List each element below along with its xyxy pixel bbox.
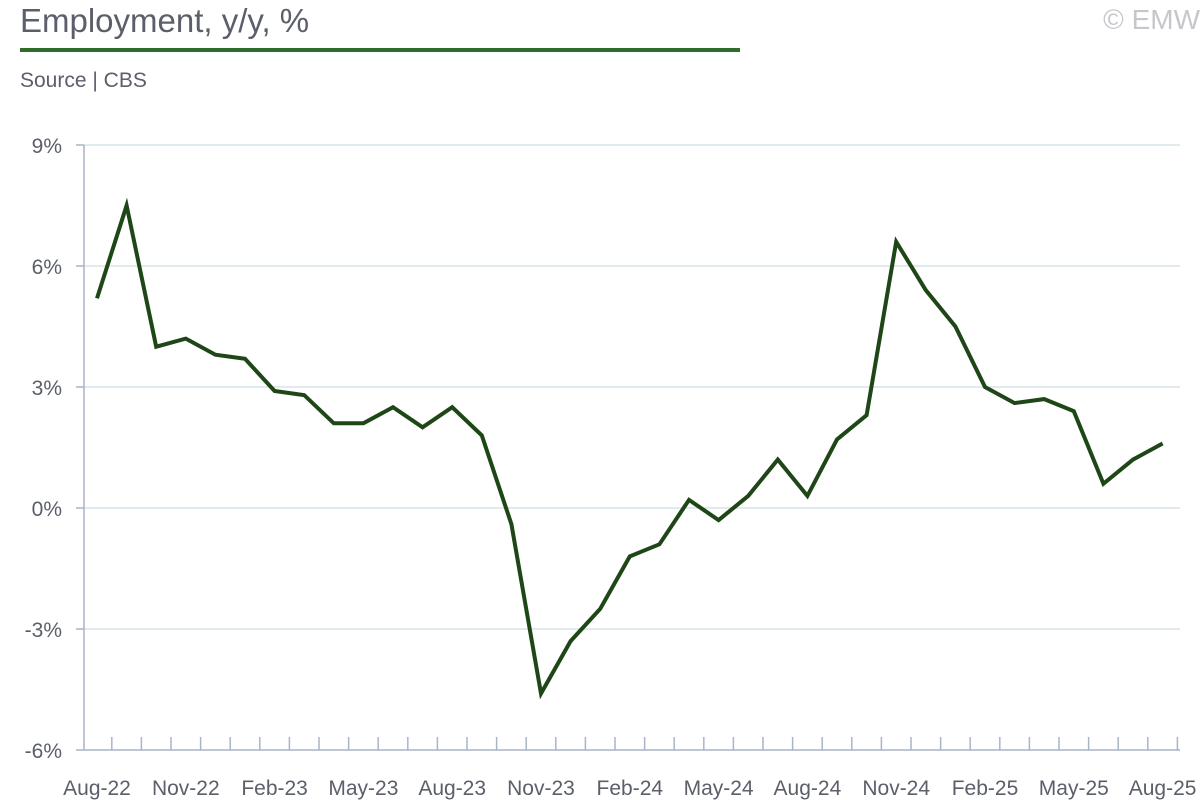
chart-source: Source | CBS [20,69,147,92]
series-line [95,197,1164,700]
x-tick-label: Aug-24 [774,777,842,800]
x-tick-label: Aug-25 [1129,777,1197,800]
x-tick-label: May-25 [1039,777,1109,800]
y-tick-label: -6% [25,740,62,763]
y-tick-label: 6% [32,256,62,279]
x-tick-label: Nov-22 [152,777,220,800]
x-tick-label: Nov-23 [507,777,575,800]
y-tick-label: 0% [32,498,62,521]
y-tick-label: 3% [32,377,62,400]
watermark: © EMW [1103,4,1200,35]
chart-title: Employment, y/y, % [20,2,310,39]
x-tick-label: Aug-23 [418,777,486,800]
title-underline [20,48,740,52]
x-tick-label: Nov-24 [862,777,930,800]
y-tick-label: 9% [32,135,62,158]
x-tick-label: Feb-25 [952,777,1019,800]
x-tick-label: Feb-23 [241,777,308,800]
y-tick-label: -3% [25,619,62,642]
x-tick-label: May-23 [328,777,398,800]
x-tick-label: Aug-22 [63,777,131,800]
x-tick-label: May-24 [684,777,754,800]
x-tick-label: Feb-24 [597,777,664,800]
